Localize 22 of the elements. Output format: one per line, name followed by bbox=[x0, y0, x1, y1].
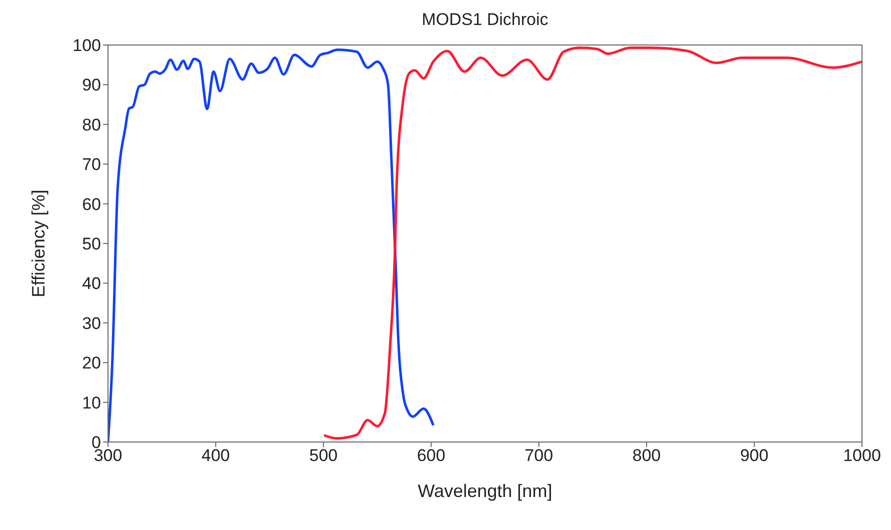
x-tick-label: 500 bbox=[309, 446, 338, 466]
line-series bbox=[322, 46, 862, 440]
y-tick-label: 50 bbox=[82, 234, 101, 254]
y-tick-label: 70 bbox=[82, 155, 101, 174]
x-tick-label: 600 bbox=[416, 446, 446, 466]
x-tick-label: 900 bbox=[740, 446, 768, 466]
x-tick-label: 1000 bbox=[843, 446, 881, 466]
x-tick-label: 800 bbox=[632, 446, 661, 466]
x-axis-title: Wavelength [nm] bbox=[418, 480, 552, 501]
y-tick-label: 30 bbox=[82, 314, 101, 333]
y-tick-label: 80 bbox=[82, 115, 101, 134]
y-tick-label: 60 bbox=[82, 194, 101, 214]
y-tick-label: 40 bbox=[82, 274, 101, 294]
y-tick-label: 100 bbox=[72, 36, 101, 56]
x-tick-label: 400 bbox=[202, 446, 230, 466]
y-axis-title: Efficiency [%] bbox=[28, 190, 48, 298]
y-tick-label: 10 bbox=[82, 393, 101, 412]
y-tick-label: 20 bbox=[82, 354, 101, 373]
chart-title: MODS1 Dichroic bbox=[420, 10, 550, 30]
line-series bbox=[108, 48, 435, 442]
y-tick-label: 90 bbox=[82, 76, 101, 95]
x-tick-label: 700 bbox=[524, 446, 554, 466]
